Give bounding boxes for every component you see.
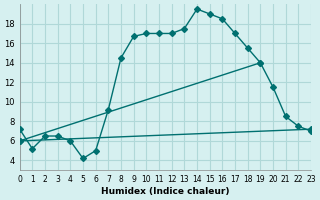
X-axis label: Humidex (Indice chaleur): Humidex (Indice chaleur) <box>101 187 229 196</box>
